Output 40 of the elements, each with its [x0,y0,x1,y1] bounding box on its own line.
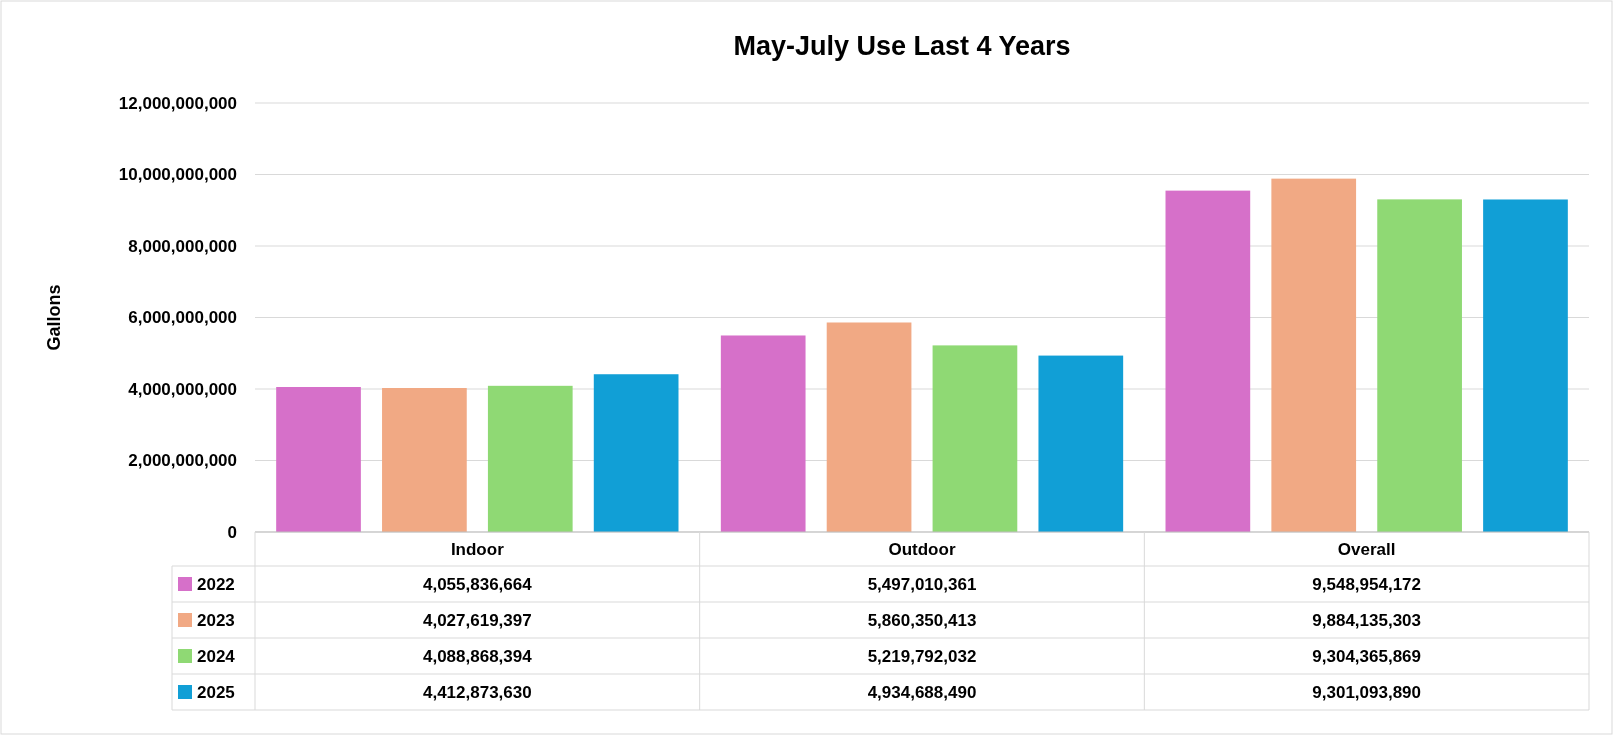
data-label: 5,219,792,032 [867,647,977,666]
y-axis-title: Gallons [44,284,64,351]
y-tick-label: 0 [227,522,237,542]
legend-label: 2025 [197,683,235,702]
bar [720,335,806,532]
x-tick-label: Overall [1337,540,1396,559]
bar [276,387,361,532]
bar [1038,355,1124,532]
y-tick-label: 12,000,000,000 [118,93,237,113]
legend-label: 2022 [197,575,235,594]
data-label: 4,088,868,394 [422,647,533,666]
x-tick-label: Outdoor [888,540,956,559]
bar [382,388,467,532]
bar [593,374,679,532]
data-label: 9,304,365,869 [1312,647,1422,666]
bar [1165,190,1251,532]
bar [487,385,573,532]
bar [826,322,912,532]
data-label: 9,548,954,172 [1312,575,1422,594]
data-label: 4,934,688,490 [867,683,977,702]
chart-title: May-July Use Last 4 Years [733,31,1071,61]
y-tick-label: 6,000,000,000 [128,308,237,328]
data-label: 4,055,836,664 [422,575,533,594]
bar [1377,199,1462,532]
bar [932,345,1018,532]
data-label: 5,860,350,413 [867,611,977,630]
legend-label: 2024 [197,647,236,666]
y-tick-label: 4,000,000,000 [128,379,237,399]
x-tick-label: Indoor [450,540,505,559]
data-label: 4,027,619,397 [422,611,532,630]
data-label: 4,412,873,630 [422,683,532,702]
bar [1271,178,1357,532]
y-tick-label: 8,000,000,000 [128,236,237,256]
data-label: 5,497,010,361 [867,575,977,594]
legend-label: 2023 [197,611,235,630]
data-label: 9,301,093,890 [1312,683,1422,702]
data-label: 9,884,135,303 [1312,611,1422,630]
y-tick-label: 2,000,000,000 [128,451,237,471]
y-tick-label: 10,000,000,000 [118,165,237,185]
bar [1483,199,1568,532]
